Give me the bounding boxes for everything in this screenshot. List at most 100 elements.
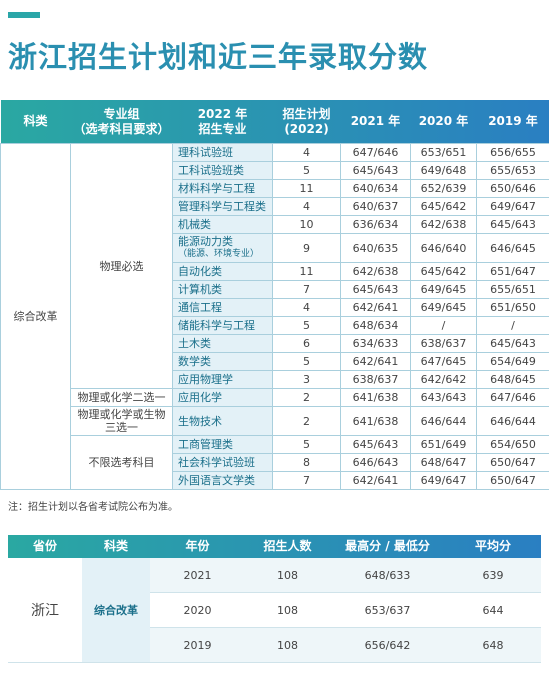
plan-cell: 8 <box>272 453 341 472</box>
admission-table: 科类 专业组 （选考科目要求） 2022 年招生专业 招生计划 (2022) 2021 年 2… <box>0 100 549 490</box>
plan-cell: 4 <box>272 143 341 162</box>
score-cell: 642/642 <box>410 370 477 389</box>
header-cell: 省份 <box>32 539 57 553</box>
plan-cell: 6 <box>272 334 341 353</box>
major-name: 自动化类 <box>178 265 222 278</box>
major-cell: 机械类 <box>172 215 273 234</box>
score-cell: 638/637 <box>410 334 477 353</box>
plan-cell: 7 <box>272 471 341 490</box>
score-cell: 645/643 <box>476 334 549 353</box>
major-cell: 工商管理类 <box>172 435 273 454</box>
table-row: 储能科学与工程 5 648/634// <box>1 316 549 335</box>
major-name: 理科试验班 <box>178 146 233 159</box>
major-cell: 应用化学 <box>172 388 273 407</box>
score-cell: 652/639 <box>410 179 477 198</box>
plan-cell: 11 <box>272 179 341 198</box>
major-cell: 计算机类 <box>172 280 273 299</box>
major-cell: 自动化类 <box>172 262 273 281</box>
major-name: 应用物理学 <box>178 373 233 386</box>
header-cell: 招生人数 <box>263 539 312 553</box>
major-cell: 通信工程 <box>172 298 273 317</box>
table-row: 应用物理学 3 638/637 642/642 648/645 <box>1 370 549 389</box>
score-cell: 649/648 <box>410 161 477 180</box>
cell-line: 物理或化学或生物 <box>77 408 166 421</box>
value-cell: 2020 <box>150 592 245 628</box>
score-cell: 645/643 <box>340 435 411 454</box>
score-cell: 650/647 <box>476 471 549 490</box>
score-cell: 656/655 <box>476 143 549 162</box>
accent-bar <box>8 12 40 18</box>
score-cell: 646/640 <box>410 233 477 263</box>
table-row: 数学类 5 642/641 647/645 654/649 <box>1 352 549 371</box>
table-row: 物理或化学二选一 应用化学 2 641/638 643/643 647/646 <box>1 388 549 407</box>
score-cell: 642/638 <box>410 215 477 234</box>
cell-line: 物理必选 <box>99 259 144 273</box>
score-cell: 648/634 <box>340 316 411 335</box>
plan-cell: 4 <box>272 298 341 317</box>
major-name: 应用化学 <box>178 391 222 404</box>
score-cell: 648/647 <box>410 453 477 472</box>
score-cell: 649/645 <box>410 280 477 299</box>
score-cell: 646/645 <box>476 233 549 263</box>
header-cell: 专业组 （选考科目要求） <box>71 100 173 144</box>
plan-cell: 2 <box>272 388 341 407</box>
score-cell: 649/647 <box>476 197 549 216</box>
score-cell: 643/643 <box>410 388 477 407</box>
cell-line: 专业组 <box>103 106 140 121</box>
score-cell: 650/646 <box>476 179 549 198</box>
cell-line: 2019 年 <box>488 114 538 128</box>
score-cell: 647/646 <box>476 388 549 407</box>
major-name: 社会科学试验班 <box>178 456 255 469</box>
score-cell: 654/650 <box>476 435 549 454</box>
major-cell: 储能科学与工程 <box>172 316 273 335</box>
score-cell: 645/643 <box>340 161 411 180</box>
major-name: 材料科学与工程 <box>178 182 255 195</box>
table-row: 2020 108 653/637 644 <box>8 592 541 628</box>
score-cell: 640/634 <box>340 179 411 198</box>
value-cell: 648/633 <box>330 558 445 593</box>
major-cell: 工科试验班类 <box>172 161 273 180</box>
major-cell: 能源动力类 （能源、环境专业） <box>172 233 273 263</box>
cell-line: 三选一 <box>105 421 138 434</box>
header-cell: 科类 <box>103 539 128 553</box>
score-cell: 634/633 <box>340 334 411 353</box>
score-cell: 649/645 <box>410 298 477 317</box>
value-cell: 653/637 <box>330 592 445 628</box>
score-cell: 647/646 <box>340 143 411 162</box>
header-cell: 平均分 <box>474 539 511 553</box>
table-row: 通信工程 4 642/641 649/645 651/650 <box>1 298 549 317</box>
table-row: 能源动力类 （能源、环境专业） 9 640/635 646/640 646/645 <box>1 233 549 263</box>
header-cell: 科类 <box>1 100 71 144</box>
score-cell: 642/641 <box>340 471 411 490</box>
score-cell: 649/647 <box>410 471 477 490</box>
cell-line: 2022 年 <box>197 106 248 121</box>
header-cell: 招生计划 (2022) <box>273 100 341 144</box>
score-cell: / <box>476 316 549 335</box>
score-cell: 641/638 <box>340 406 411 436</box>
major-cell: 材料科学与工程 <box>172 179 273 198</box>
header-cell: 2021 年 <box>341 100 411 144</box>
major-name: 能源动力类 <box>178 235 233 248</box>
cell-line: (2022) <box>284 121 329 136</box>
cell-line: 招生专业 <box>198 121 247 136</box>
value-cell: 108 <box>245 558 330 593</box>
score-cell: 655/651 <box>476 280 549 299</box>
major-note: （能源、环境专业） <box>178 249 260 259</box>
major-cell: 外国语言文学类 <box>172 471 273 490</box>
cell-line: 不限选考科目 <box>88 456 155 469</box>
major-cell: 数学类 <box>172 352 273 371</box>
major-cell: 生物技术 <box>172 406 273 436</box>
major-cell: 应用物理学 <box>172 370 273 389</box>
score-cell: 636/634 <box>340 215 411 234</box>
major-cell: 管理科学与工程类 <box>172 197 273 216</box>
major-name: 生物技术 <box>178 414 222 428</box>
score-cell: 640/637 <box>340 197 411 216</box>
table-row: 自动化类 11 642/638 645/642 651/647 <box>1 262 549 281</box>
major-name: 工科试验班类 <box>178 164 244 177</box>
score-cell: 642/638 <box>340 262 411 281</box>
major-name: 通信工程 <box>178 301 222 314</box>
score-cell: 645/643 <box>340 280 411 299</box>
value-cell: 2021 <box>150 558 245 593</box>
major-cell: 土木类 <box>172 334 273 353</box>
